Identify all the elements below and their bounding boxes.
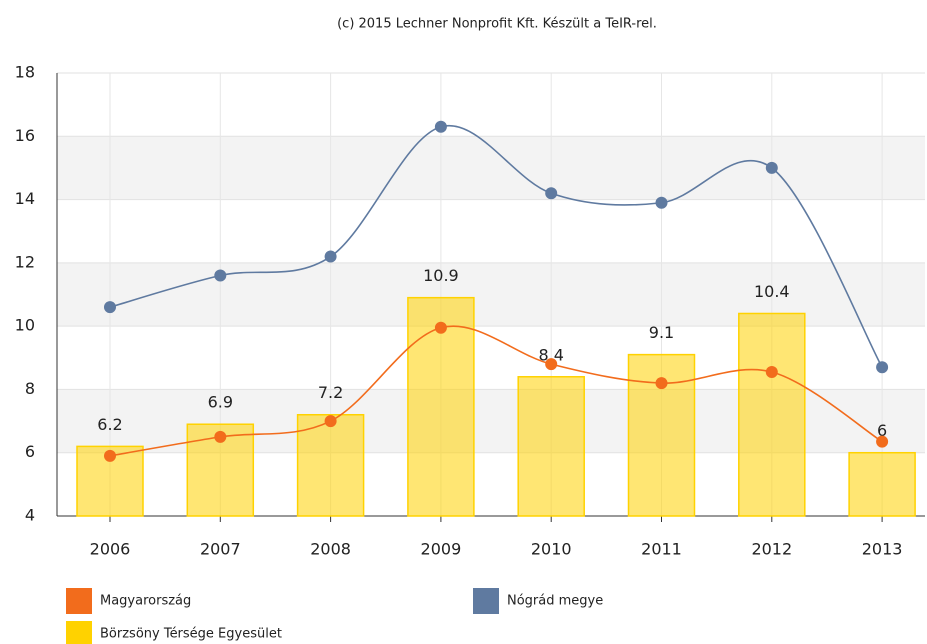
x-tick-label: 2013 [862, 540, 903, 559]
y-tick-label: 4 [25, 506, 35, 525]
legend-swatch [473, 588, 499, 614]
data-label: 10.9 [423, 266, 459, 285]
legend-label: Magyarország [100, 594, 191, 609]
point [655, 377, 668, 390]
x-tick-label: 2008 [310, 540, 351, 559]
bar [407, 296, 475, 517]
point [214, 269, 227, 282]
x-tick-label: 2010 [531, 540, 572, 559]
data-label: 7.2 [318, 383, 343, 402]
point [655, 196, 668, 209]
bar [848, 451, 916, 517]
data-label: 9.1 [649, 323, 674, 342]
legend-swatch [66, 588, 92, 614]
data-label: 8.4 [538, 345, 563, 364]
data-label: 10.4 [754, 282, 790, 301]
point [434, 120, 447, 133]
legend-label: Nógrád megye [507, 594, 603, 609]
data-label: 6.2 [97, 415, 122, 434]
point [214, 430, 227, 443]
data-label: 6.9 [208, 393, 233, 412]
point [765, 366, 778, 379]
data-label: 6 [877, 421, 887, 440]
legend-swatch [66, 621, 92, 644]
point [876, 435, 889, 448]
y-tick-label: 6 [25, 442, 35, 461]
grid-band [57, 136, 925, 200]
y-tick-label: 12 [15, 252, 35, 271]
x-tick-label: 2012 [751, 540, 792, 559]
y-tick-label: 10 [15, 316, 35, 335]
y-tick-label: 18 [15, 63, 35, 82]
point [876, 361, 889, 374]
chart-title: (c) 2015 Lechner Nonprofit Kft. Készült … [337, 17, 657, 32]
line [109, 325, 883, 457]
point [324, 415, 337, 428]
y-tick-label: 16 [15, 126, 35, 145]
point [545, 358, 558, 371]
point [104, 301, 116, 314]
x-tick-label: 2006 [90, 540, 131, 559]
point [434, 321, 447, 334]
x-tick-label: 2009 [421, 540, 462, 559]
x-tick-label: 2011 [641, 540, 682, 559]
x-tick-label: 2007 [200, 540, 241, 559]
y-tick-label: 8 [25, 379, 35, 398]
y-tick-label: 14 [15, 189, 35, 208]
point [104, 449, 116, 462]
point [765, 161, 778, 174]
legend-label: Börzsöny Térsége Egyesület [100, 627, 282, 642]
point [324, 250, 337, 263]
bar [517, 376, 585, 517]
bar [296, 413, 365, 517]
point [545, 187, 558, 200]
bar [738, 312, 806, 517]
